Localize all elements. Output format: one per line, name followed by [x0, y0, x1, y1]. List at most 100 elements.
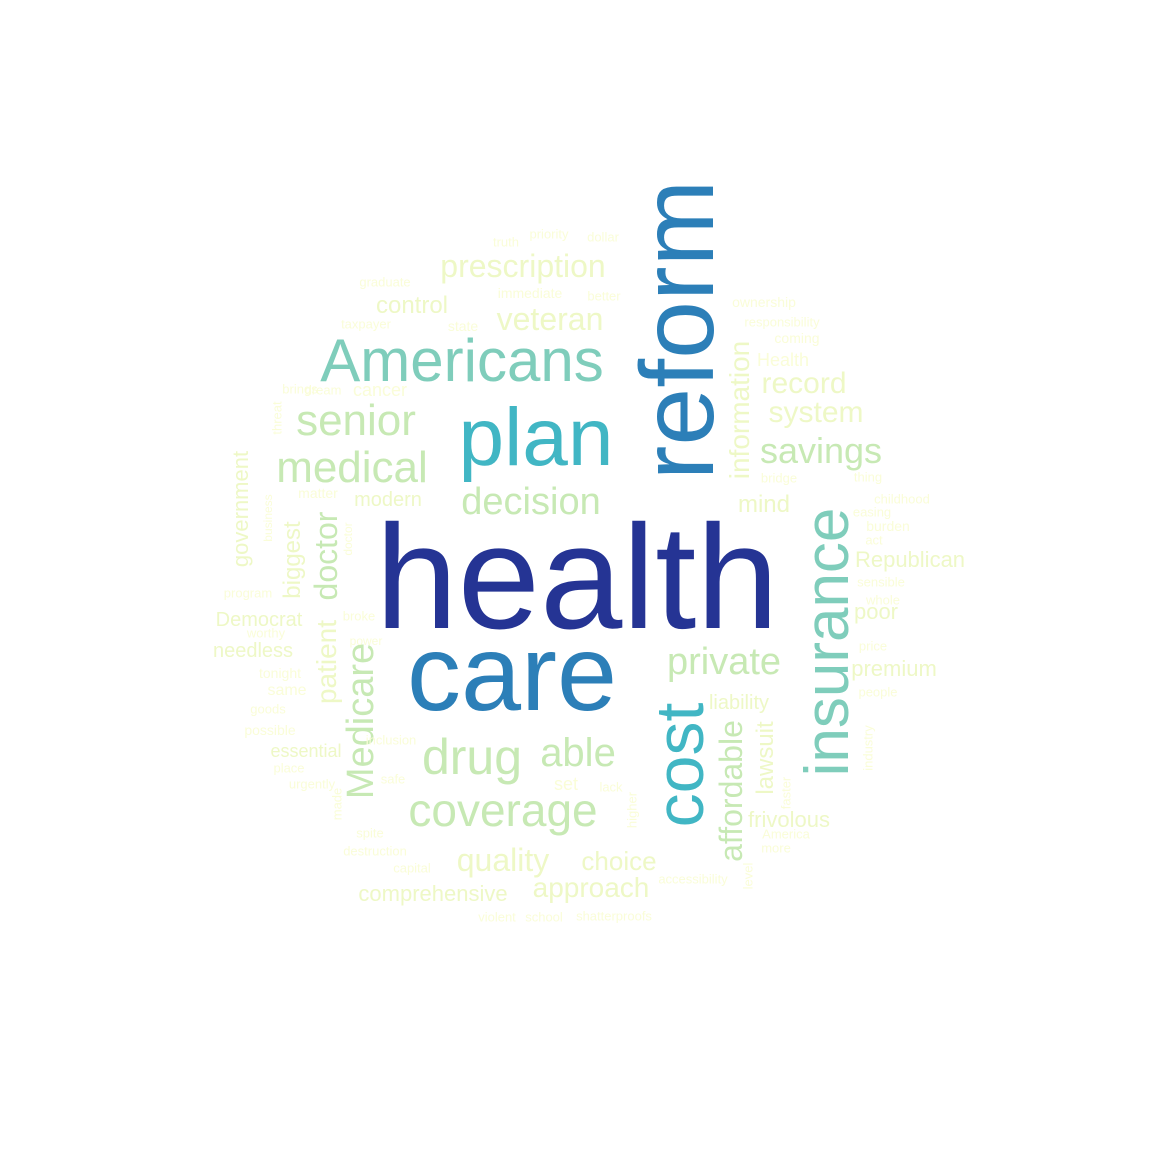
word: better	[587, 288, 621, 304]
word: more	[761, 840, 791, 856]
word: choice	[581, 846, 657, 876]
word: affordable	[713, 720, 749, 862]
word: savings	[759, 430, 883, 471]
word: taxpayer	[341, 316, 391, 332]
word: whole	[866, 592, 900, 608]
word: frivolous	[748, 807, 830, 832]
word: control	[375, 292, 449, 319]
word: Americans	[320, 327, 604, 394]
word: mind	[737, 491, 791, 518]
word: responsibility	[744, 314, 820, 330]
word: biggest	[279, 521, 306, 599]
word: coming	[774, 330, 820, 346]
word: lack	[599, 779, 623, 795]
word: insurance	[793, 507, 862, 777]
word: liability	[708, 692, 770, 714]
word: graduate	[359, 274, 411, 290]
word: accessibility	[658, 871, 728, 887]
word: goods	[250, 701, 286, 717]
word: made	[329, 787, 345, 821]
word: drug	[421, 729, 523, 785]
word: truth	[492, 234, 520, 250]
word: brings	[282, 381, 318, 397]
word: violent	[478, 909, 516, 925]
word: cost	[642, 702, 718, 828]
word: easing	[852, 504, 892, 520]
word: thing	[853, 469, 883, 485]
word: prescription	[440, 248, 606, 284]
word: state	[447, 318, 479, 334]
word: able	[540, 731, 616, 775]
word: price	[858, 638, 888, 654]
word: destruction	[343, 843, 407, 859]
word: doctor	[308, 511, 344, 601]
word: safe	[380, 771, 406, 787]
word: coverage	[408, 784, 598, 836]
word: medical	[276, 443, 428, 492]
word: America	[762, 826, 810, 842]
word: bridge	[760, 470, 798, 486]
word: Democrat	[215, 609, 303, 631]
word: matter	[298, 485, 338, 501]
word: immediate	[497, 285, 563, 301]
word: urgently	[288, 776, 336, 792]
word: veteran	[496, 301, 604, 337]
word: lawsuit	[752, 721, 779, 795]
word: patient	[311, 619, 342, 705]
word: information	[724, 340, 755, 480]
word: school	[525, 909, 563, 925]
word: poor	[853, 599, 899, 624]
word: government	[228, 450, 253, 568]
word: inclusion	[365, 732, 417, 748]
word: worthy	[246, 625, 286, 641]
word: doctor	[341, 522, 355, 556]
word: record	[761, 367, 847, 400]
word: dollar	[587, 229, 619, 245]
word: childhood	[874, 491, 930, 507]
word: program	[223, 585, 273, 601]
word: health	[375, 495, 779, 660]
word: needless	[212, 640, 294, 662]
word: system	[768, 396, 864, 429]
word: modern	[354, 489, 422, 511]
word: Health	[756, 350, 810, 370]
word: act	[865, 532, 883, 548]
word: business	[261, 494, 275, 542]
word: decision	[461, 481, 601, 523]
word: dream	[304, 382, 342, 398]
word: sensible	[857, 574, 905, 590]
word: cancer	[352, 380, 408, 400]
word: set	[553, 774, 579, 794]
word: same	[267, 682, 307, 699]
word: approach	[532, 872, 650, 903]
word: Medicare	[340, 642, 382, 800]
word: senior	[296, 396, 416, 445]
word: quality	[456, 842, 550, 878]
word: plan	[458, 392, 614, 483]
word: Republican	[854, 547, 966, 572]
word: faster	[778, 776, 794, 810]
word: comprehensive	[358, 881, 508, 906]
word: capital	[393, 860, 431, 876]
word: care	[406, 612, 618, 733]
word: possible	[244, 722, 296, 738]
word: ownership	[732, 294, 796, 310]
word: private	[666, 641, 782, 683]
word: place	[273, 760, 305, 776]
word: essential	[270, 741, 342, 761]
word: premium	[851, 656, 937, 681]
word: spite	[356, 825, 384, 841]
word: higher	[624, 791, 640, 829]
word: power	[349, 634, 383, 648]
word: people	[858, 684, 898, 700]
word: tonight	[258, 665, 302, 681]
word: burden	[866, 518, 910, 534]
word: threat	[269, 401, 285, 435]
word: reform	[620, 179, 736, 481]
word: industry	[860, 725, 876, 771]
word: shatterproofs	[576, 908, 652, 924]
word: priority	[529, 226, 569, 242]
word: broke	[342, 608, 376, 624]
word: level	[740, 862, 756, 890]
